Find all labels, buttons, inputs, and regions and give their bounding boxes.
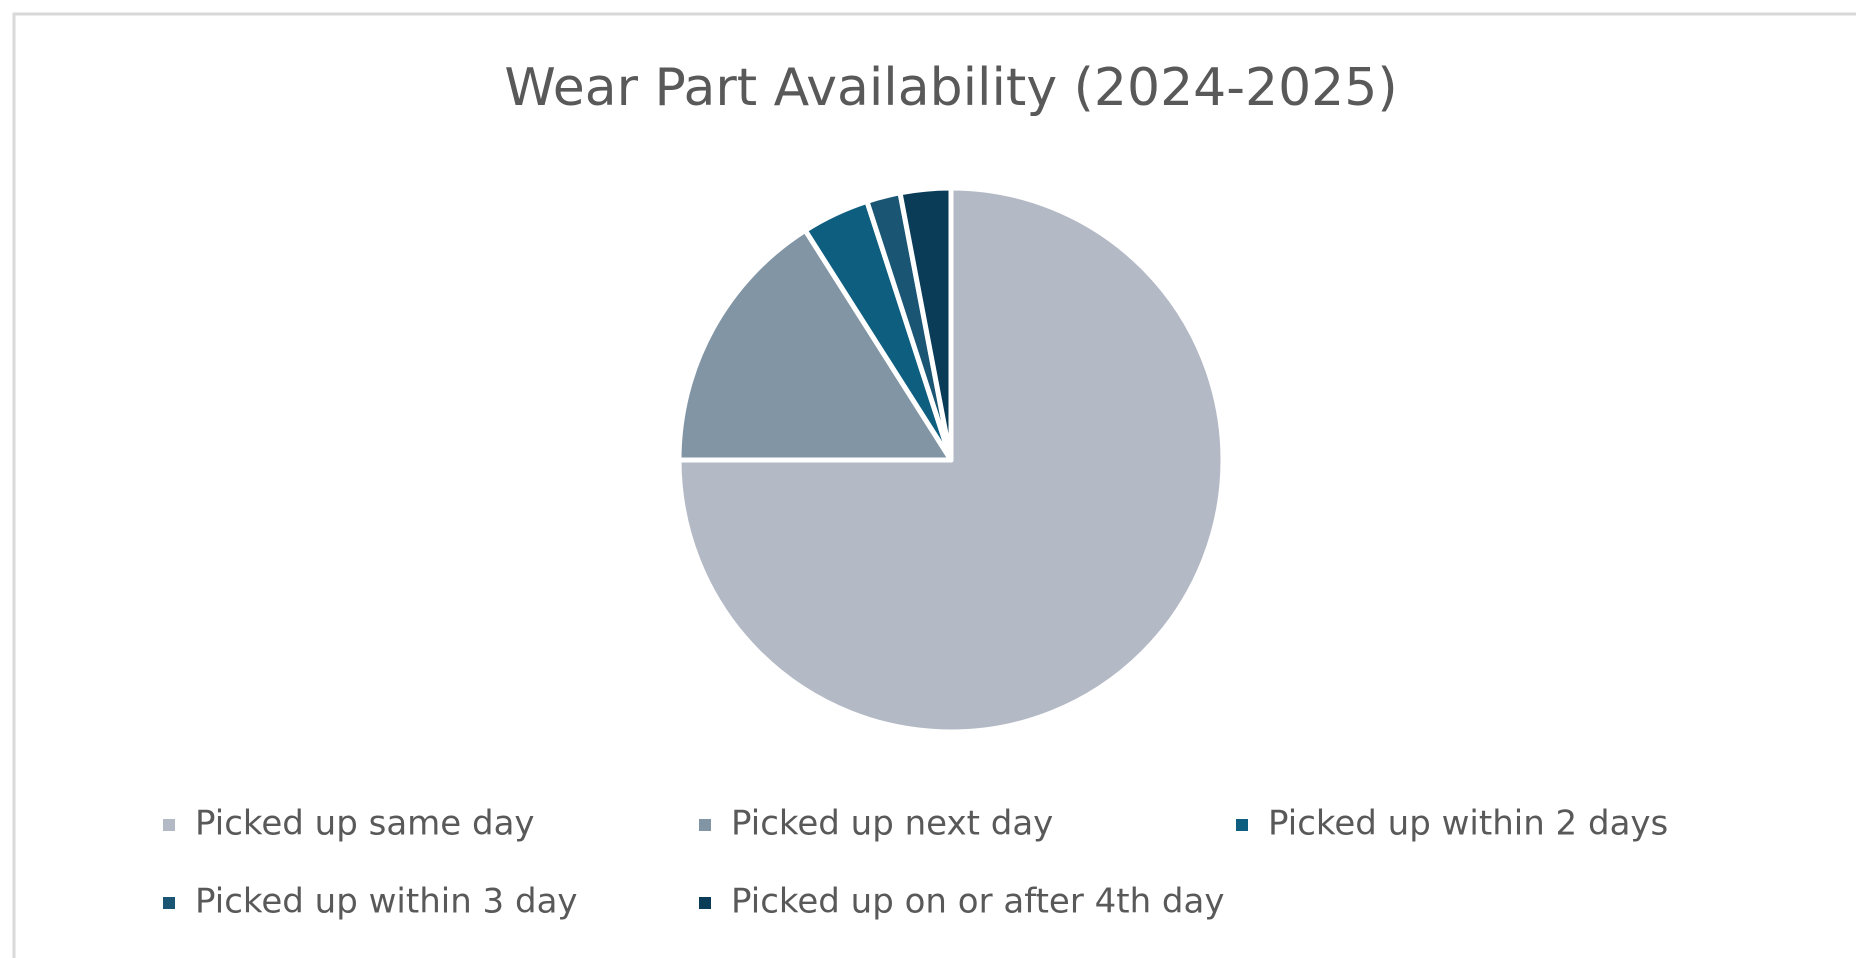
legend-text: Picked up same day — [195, 804, 535, 844]
legend-text: Picked up next day — [731, 804, 1053, 844]
chart-title: Wear Part Availability (2024-2025) — [504, 58, 1397, 118]
legend-text: Picked up on or after 4th day — [731, 882, 1224, 922]
legend-swatch — [163, 897, 175, 909]
legend-text: Picked up within 3 day — [195, 882, 578, 922]
legend-swatch — [1236, 819, 1248, 831]
legend-swatch — [699, 897, 711, 909]
pie-slice — [897, 185, 954, 463]
pie-slice — [676, 185, 1226, 735]
pie-slice — [676, 227, 954, 463]
legend-swatch — [163, 819, 175, 831]
legend-text: Picked up within 2 days — [1268, 804, 1668, 844]
legend-swatch — [699, 819, 711, 831]
